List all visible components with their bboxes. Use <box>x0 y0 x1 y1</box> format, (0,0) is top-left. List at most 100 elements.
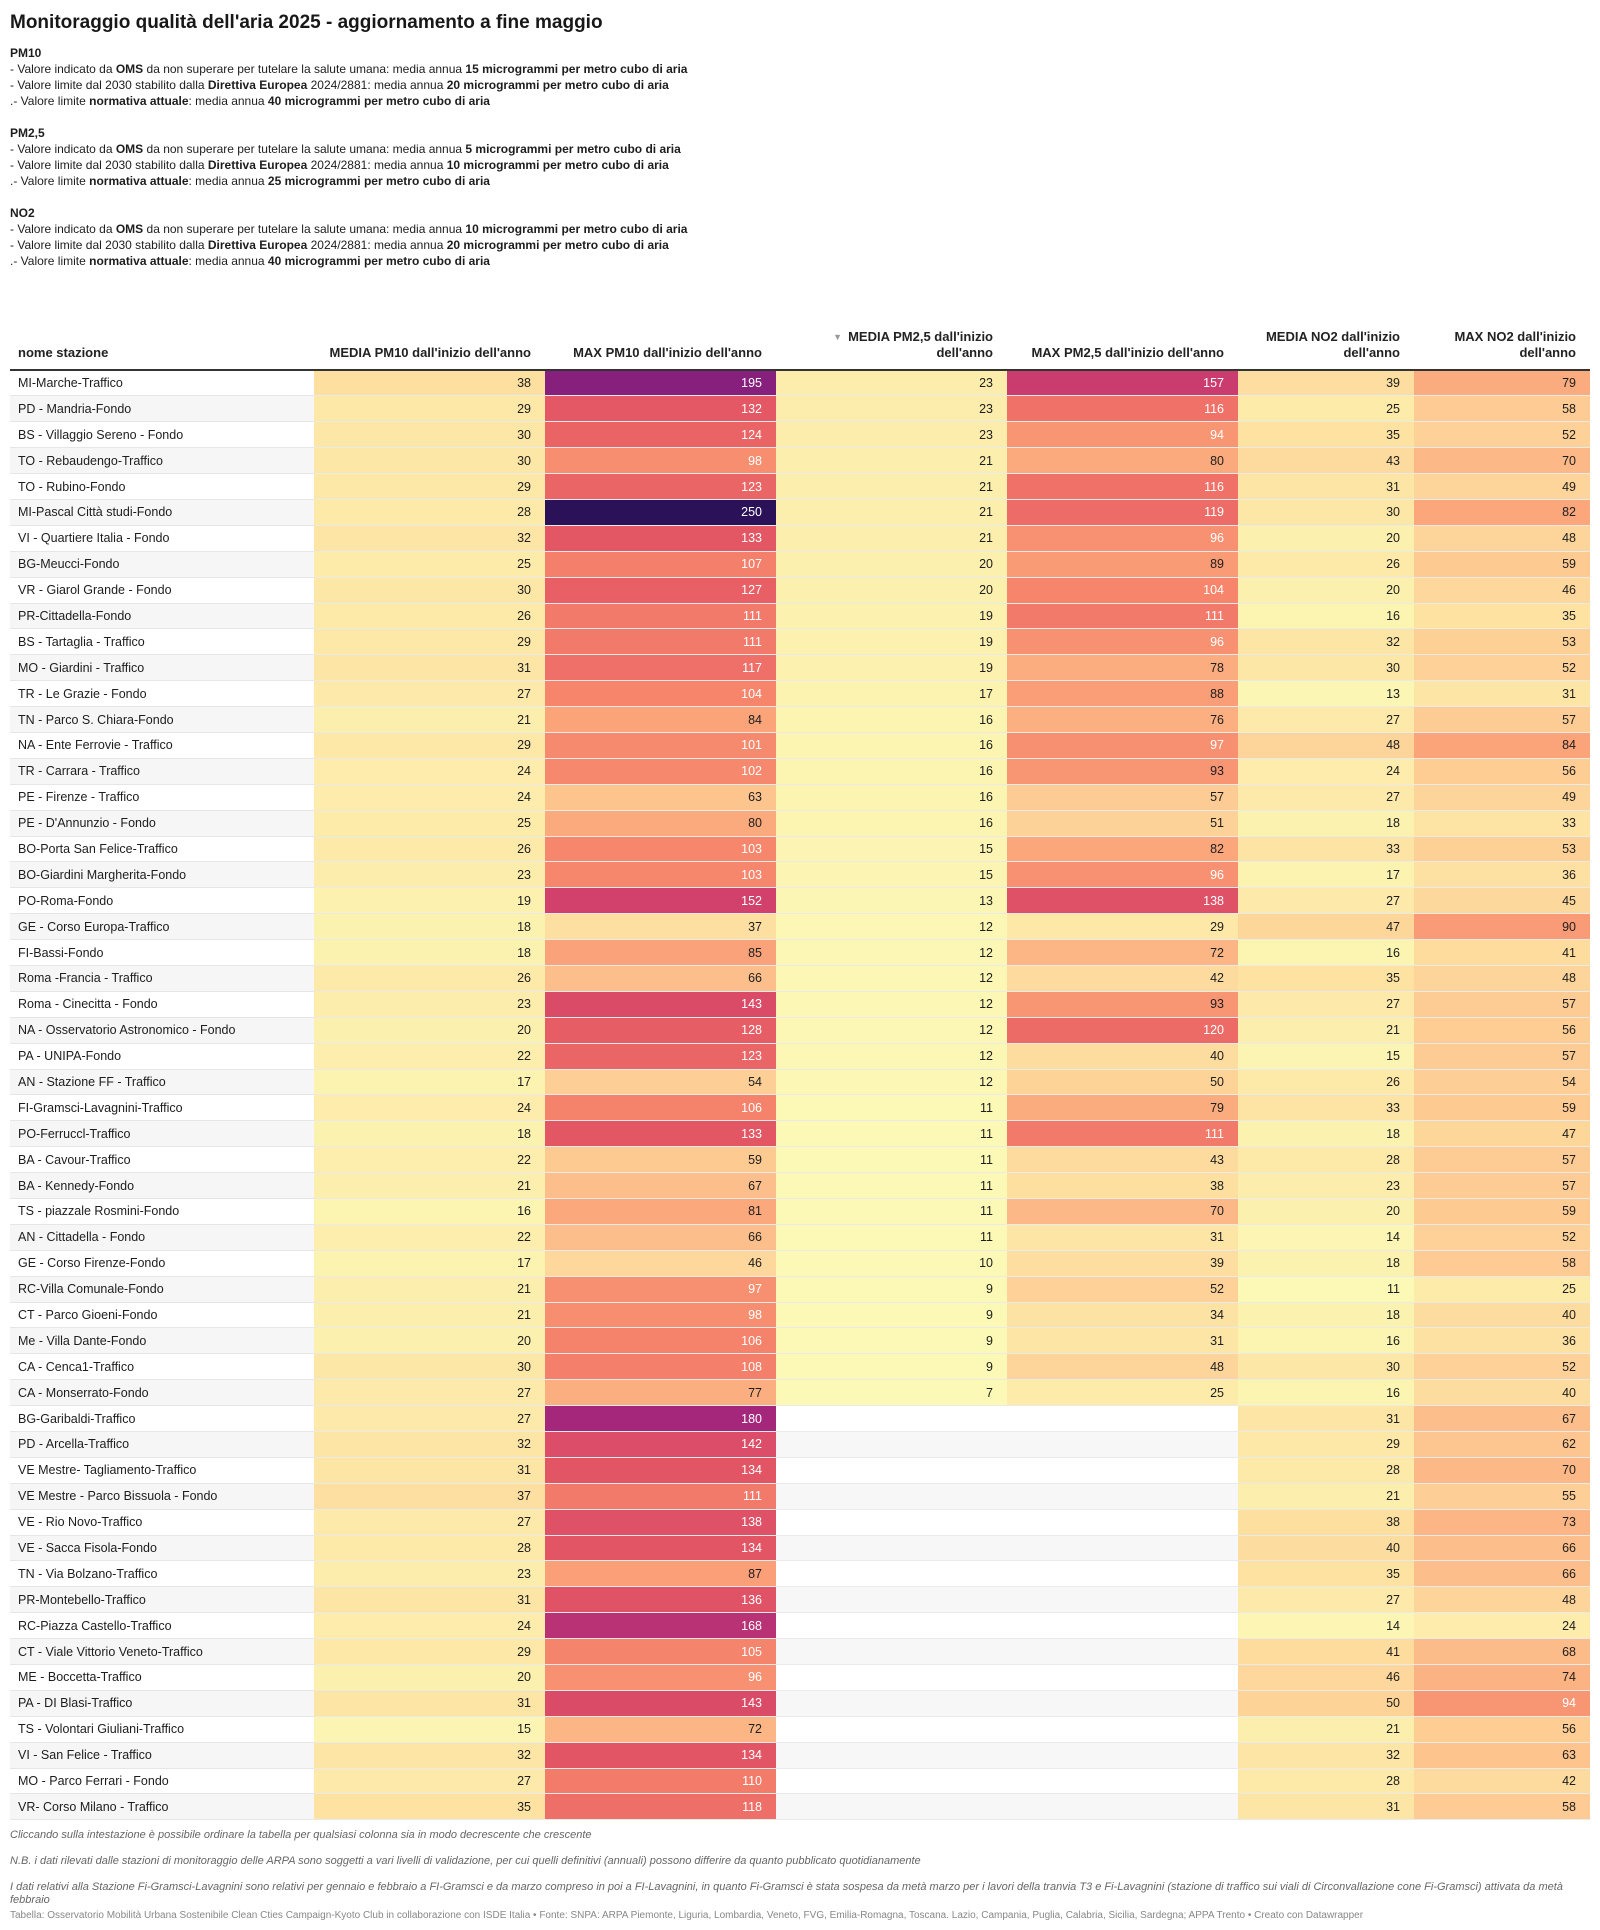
value-cell: 12 <box>776 913 1007 941</box>
note-1: Cliccando sulla intestazione è possibile… <box>10 1829 592 1841</box>
value-cell: 27 <box>314 1768 545 1795</box>
value-cell: 50 <box>1238 1690 1414 1717</box>
empty-cell <box>776 1483 1007 1510</box>
value-cell: 15 <box>314 1716 545 1743</box>
value-cell: 31 <box>1238 1793 1414 1821</box>
empty-cell <box>1007 1690 1238 1717</box>
value-cell: 87 <box>545 1560 776 1588</box>
value-cell: 29 <box>314 628 545 656</box>
value-cell: 106 <box>545 1094 776 1122</box>
value-cell: 143 <box>545 1690 776 1717</box>
table-row: MI-Pascal Città studi-Fondo 28 250 21 119 30 8… <box>10 499 1590 526</box>
station-name: BG-Garibaldi-Traffico <box>10 1405 314 1433</box>
empty-cell <box>776 1664 1007 1691</box>
value-cell: 74 <box>1414 1664 1590 1691</box>
value-cell: 21 <box>776 525 1007 552</box>
table-row: TN - Via Bolzano-Traffico 23 87 35 66 <box>10 1560 1590 1588</box>
table-row: Roma -Francia - Traffico 26 66 12 42 35 48 <box>10 965 1590 992</box>
value-cell: 66 <box>1414 1560 1590 1588</box>
value-cell: 24 <box>314 1094 545 1122</box>
table-row: PR-Cittadella-Fondo 26 111 19 111 16 35 <box>10 603 1590 630</box>
value-cell: 31 <box>1007 1224 1238 1251</box>
table-row: AN - Stazione FF - Traffico 17 54 12 50 26 54 <box>10 1069 1590 1096</box>
value-cell: 29 <box>314 395 545 423</box>
value-cell: 35 <box>1238 1560 1414 1588</box>
value-cell: 18 <box>1238 810 1414 837</box>
intro-line: .- Valore limite normativa attuale: medi… <box>10 254 490 268</box>
value-cell: 12 <box>776 1069 1007 1096</box>
value-cell: 82 <box>1007 836 1238 863</box>
value-cell: 76 <box>1007 706 1238 733</box>
value-cell: 53 <box>1414 628 1590 656</box>
value-cell: 36 <box>1414 1327 1590 1355</box>
value-cell: 72 <box>1007 939 1238 966</box>
value-cell: 18 <box>314 1120 545 1148</box>
station-name: NA - Osservatorio Astronomico - Fondo <box>10 1017 314 1044</box>
value-cell: 23 <box>314 861 545 889</box>
value-cell: 123 <box>545 473 776 500</box>
value-cell: 81 <box>545 1198 776 1225</box>
value-cell: 30 <box>314 421 545 449</box>
value-cell: 21 <box>776 473 1007 500</box>
column-header-label: MEDIA PM2,5 dall'inizio dell'anno <box>848 329 993 360</box>
value-cell: 54 <box>545 1069 776 1096</box>
value-cell: 57 <box>1414 1172 1590 1199</box>
table-row: Roma - Cinecitta - Fondo 23 143 12 93 27 57 <box>10 991 1590 1018</box>
value-cell: 9 <box>776 1327 1007 1355</box>
value-cell: 59 <box>1414 551 1590 578</box>
value-cell: 32 <box>1238 1742 1414 1769</box>
value-cell: 48 <box>1414 965 1590 992</box>
value-cell: 152 <box>545 887 776 915</box>
value-cell: 63 <box>545 784 776 811</box>
value-cell: 57 <box>1414 1043 1590 1070</box>
station-name: PD - Arcella-Traffico <box>10 1431 314 1458</box>
value-cell: 16 <box>776 784 1007 811</box>
value-cell: 103 <box>545 836 776 863</box>
value-cell: 27 <box>314 680 545 708</box>
column-header-0[interactable]: nome stazione <box>10 310 314 371</box>
empty-cell <box>1007 1638 1238 1666</box>
value-cell: 96 <box>1007 628 1238 656</box>
value-cell: 33 <box>1414 810 1590 837</box>
value-cell: 29 <box>1007 913 1238 941</box>
station-name: Roma -Francia - Traffico <box>10 965 314 992</box>
station-name: TO - Rebaudengo-Traffico <box>10 447 314 475</box>
note-3: I dati relativi alla Stazione Fi-Gramsci… <box>10 1881 1563 1906</box>
value-cell: 25 <box>314 551 545 578</box>
value-cell: 116 <box>1007 395 1238 423</box>
value-cell: 58 <box>1414 395 1590 423</box>
column-header-4[interactable]: MAX PM2,5 dall'inizio dell'anno <box>1007 310 1238 371</box>
column-header-2[interactable]: MAX PM10 dall'inizio dell'anno <box>545 310 776 371</box>
value-cell: 13 <box>1238 680 1414 708</box>
value-cell: 124 <box>545 421 776 449</box>
value-cell: 24 <box>314 758 545 785</box>
value-cell: 41 <box>1238 1638 1414 1666</box>
value-cell: 119 <box>1007 499 1238 526</box>
table-row: MO - Giardini - Traffico 31 117 19 78 30 52 <box>10 654 1590 682</box>
table-row: MI-Marche-Traffico 38 195 23 157 39 79 <box>10 370 1590 397</box>
station-name: MI-Pascal Città studi-Fondo <box>10 499 314 526</box>
column-header-1[interactable]: MEDIA PM10 dall'inizio dell'anno <box>314 310 545 371</box>
value-cell: 96 <box>545 1664 776 1691</box>
value-cell: 40 <box>1414 1379 1590 1407</box>
value-cell: 15 <box>1238 1043 1414 1070</box>
intro-line: - Valore indicato da OMS da non superare… <box>10 142 681 156</box>
page: Monitoraggio qualità dell'aria 2025 - ag… <box>10 12 1590 1921</box>
value-cell: 51 <box>1007 810 1238 837</box>
value-cell: 134 <box>545 1457 776 1484</box>
column-header-5[interactable]: MEDIA NO2 dall'inizio dell'anno <box>1238 310 1414 371</box>
value-cell: 16 <box>776 706 1007 733</box>
value-cell: 23 <box>314 991 545 1018</box>
value-cell: 25 <box>1007 1379 1238 1407</box>
value-cell: 12 <box>776 1043 1007 1070</box>
value-cell: 93 <box>1007 991 1238 1018</box>
value-cell: 21 <box>314 1302 545 1329</box>
column-header-6[interactable]: MAX NO2 dall'inizio dell'anno <box>1414 310 1590 371</box>
value-cell: 20 <box>314 1664 545 1691</box>
value-cell: 57 <box>1414 991 1590 1018</box>
value-cell: 37 <box>314 1483 545 1510</box>
column-header-3[interactable]: ▼ MEDIA PM2,5 dall'inizio dell'anno <box>776 310 1007 371</box>
value-cell: 25 <box>314 810 545 837</box>
value-cell: 111 <box>545 1483 776 1510</box>
intro-line: - Valore indicato da OMS da non superare… <box>10 62 688 76</box>
